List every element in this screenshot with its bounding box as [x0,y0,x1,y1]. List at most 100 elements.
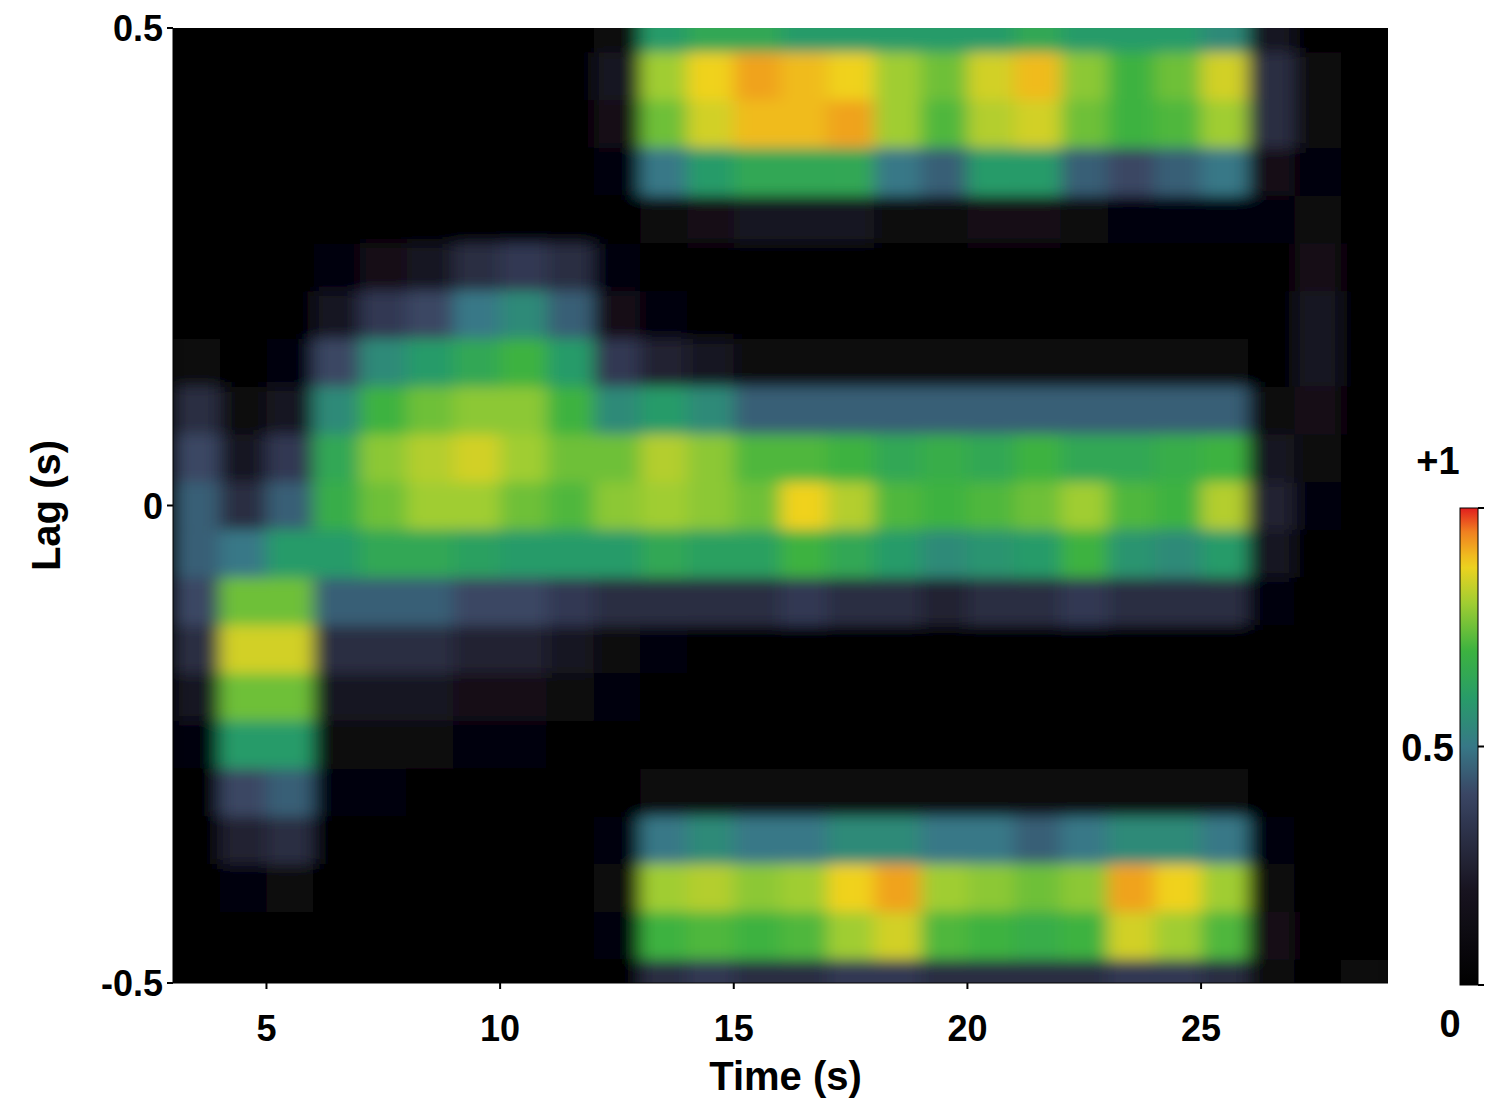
heatmap-cell [921,243,968,291]
heatmap-cell [874,100,921,148]
heatmap-cell [313,100,360,148]
heatmap-cell [827,291,874,339]
heatmap-cell [827,52,874,100]
heatmap-cell [1201,768,1248,816]
heatmap-cell [1201,52,1248,100]
heatmap-cell [594,243,641,291]
heatmap-cell [594,434,641,482]
heatmap-cell [967,625,1014,673]
heatmap-cell [220,529,267,577]
heatmap-cell [407,577,454,625]
heatmap-cell [1108,195,1155,243]
heatmap-cell [1248,28,1295,52]
heatmap-cell [1248,816,1295,864]
heatmap-cell [1248,147,1295,195]
heatmap-cell [781,52,828,100]
heatmap-cell [967,864,1014,912]
heatmap-cell [407,52,454,100]
heatmap-cell [1201,720,1248,768]
heatmap-cell [1154,386,1201,434]
heatmap-cell [360,625,407,673]
heatmap-cell [500,52,547,100]
heatmap-cell [594,768,641,816]
heatmap-cell [687,816,734,864]
heatmap-cell [967,291,1014,339]
heatmap-cell [1201,864,1248,912]
heatmap-cell [173,52,220,100]
heatmap-cell [1014,338,1061,386]
heatmap-cell [1295,338,1342,386]
x-tick-label: 10 [480,1008,520,1049]
heatmap-cell [967,529,1014,577]
heatmap-cell [313,52,360,100]
heatmap-cell [734,434,781,482]
heatmap-cell [1295,291,1342,339]
heatmap-cell [734,243,781,291]
heatmap-cell [500,673,547,721]
heatmap-cell [874,864,921,912]
heatmap-cell [781,28,828,52]
heatmap-cell [1154,911,1201,959]
heatmap-cell [874,52,921,100]
heatmap-cell [687,52,734,100]
heatmap-cell [453,577,500,625]
heatmap-cell [687,864,734,912]
heatmap-cell [360,864,407,912]
heatmap-cell [1154,673,1201,721]
heatmap-cell [781,243,828,291]
heatmap-cell [967,195,1014,243]
heatmap-cell [1295,768,1342,816]
heatmap-cell [1341,52,1388,100]
heatmap-cell [173,959,220,983]
heatmap-cell [1295,52,1342,100]
heatmap-cell [547,864,594,912]
heatmap-cell [360,338,407,386]
heatmap-cell [1341,195,1388,243]
heatmap-cell [360,147,407,195]
heatmap-cell [1014,959,1061,983]
heatmap-cell [1248,720,1295,768]
heatmap-cell [1154,720,1201,768]
heatmap-cell [874,720,921,768]
heatmap-cell [313,147,360,195]
heatmap-cell [1248,911,1295,959]
heatmap-cell [1201,959,1248,983]
heatmap-cell [266,816,313,864]
heatmap-cell [1108,482,1155,530]
heatmap-cell [220,100,267,148]
heatmap-cell [360,720,407,768]
heatmap-cell [1295,386,1342,434]
heatmap-cell [827,386,874,434]
heatmap-cell [173,482,220,530]
heatmap-cell [500,864,547,912]
heatmap-cell [453,911,500,959]
heatmap-cell [1341,673,1388,721]
heatmap-cell [266,52,313,100]
heatmap-cell [1295,577,1342,625]
heatmap-cell [1014,52,1061,100]
heatmap-cell [594,720,641,768]
heatmap-cell [360,911,407,959]
heatmap-cell [220,52,267,100]
heatmap-cell [1154,100,1201,148]
heatmap-cell [220,768,267,816]
heatmap-cell [500,625,547,673]
heatmap-cell [921,434,968,482]
heatmap-cell [173,673,220,721]
heatmap-cell [173,911,220,959]
heatmap-cell [313,864,360,912]
heatmap-cell [1341,577,1388,625]
heatmap-cell [1201,434,1248,482]
heatmap-cell [781,291,828,339]
heatmap-cell [1061,195,1108,243]
heatmap-cell [1014,291,1061,339]
heatmap-cell [1201,195,1248,243]
heatmap-cell [1108,959,1155,983]
heatmap-cell [734,768,781,816]
heatmap-cell [1201,28,1248,52]
heatmap-cell [1061,147,1108,195]
heatmap-cell [640,386,687,434]
x-tick [733,983,735,989]
heatmap-cell [173,338,220,386]
heatmap-cell [220,195,267,243]
